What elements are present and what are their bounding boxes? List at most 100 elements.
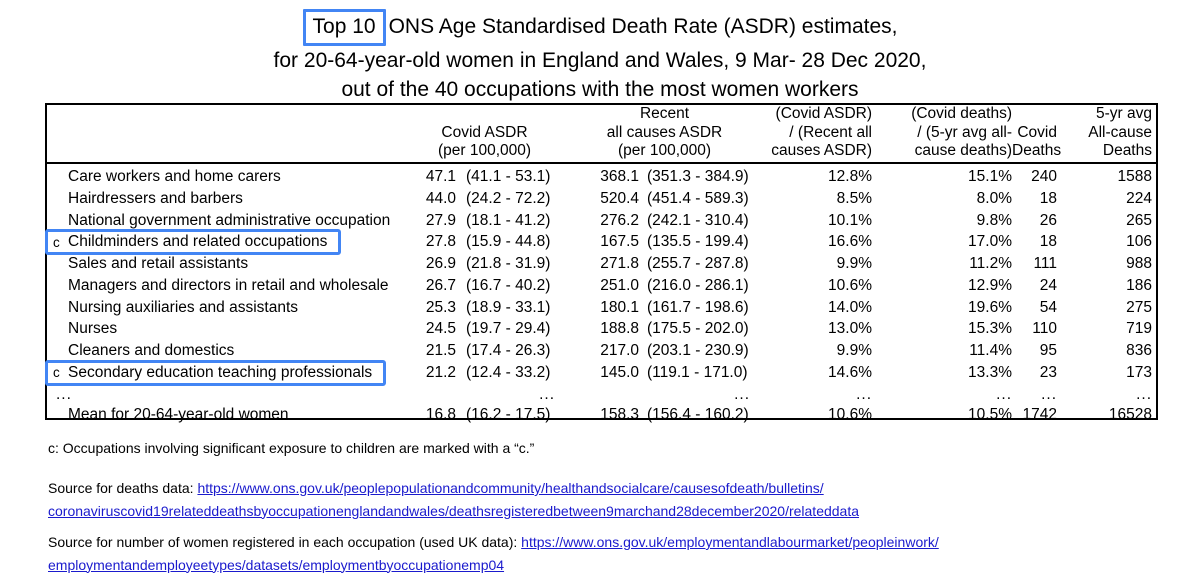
recent-asdr-ci: (451.4 - 589.3) xyxy=(647,189,749,207)
covid-recent-ratio-cell: 9.9% xyxy=(836,255,872,272)
covid-recent-ratio-cell: 9.9% xyxy=(836,342,872,359)
recent-asdr-ci: (242.1 - 310.4) xyxy=(647,211,749,229)
covid-recent-ratio-cell: 16.6% xyxy=(828,233,872,251)
url-line-1: https://www.ons.gov.uk/peoplepopulationa… xyxy=(197,480,824,496)
covid-asdr-cell: 26.7 (16.7 - 40.2) xyxy=(402,277,567,295)
occupation-cell: Sales and retail assistants xyxy=(47,251,402,277)
occupation-label: Hairdressers and barbers xyxy=(68,189,243,207)
covid-asdr-value: 47.1 xyxy=(425,168,456,185)
deaths-ratio-cell: 15.1% xyxy=(968,168,1012,185)
recent-asdr-cell: 217.0 (203.1 - 230.9) xyxy=(567,342,762,360)
deaths-source-link[interactable]: https://www.ons.gov.uk/peoplepopulationa… xyxy=(48,480,859,519)
avg-deaths-cell: 173 xyxy=(1126,363,1152,381)
header-line: Covid ASDR xyxy=(441,123,528,141)
column-header-avg-deaths: 5-yr avg All-cause Deaths xyxy=(1057,105,1152,164)
covid-asdr-ci: (21.8 - 31.9) xyxy=(466,255,551,272)
recent-asdr-value: 271.8 xyxy=(600,255,639,272)
header-line: / (Recent all xyxy=(789,123,872,141)
column-header-covid-asdr: Covid ASDR (per 100,000) xyxy=(402,105,567,164)
deaths-ratio-cell: 11.2% xyxy=(969,255,1012,272)
covid-asdr-cell: 27.8 (15.9 - 44.8) xyxy=(402,233,567,251)
covid-asdr-ci: (18.1 - 41.2) xyxy=(466,211,551,229)
recent-asdr-ci: (135.5 - 199.4) xyxy=(647,233,749,251)
occupation-label: Mean for 20-64-year-old women xyxy=(68,405,289,423)
table-row: ... ... ... ... ... ... ... xyxy=(47,382,1156,403)
employment-source-link[interactable]: https://www.ons.gov.uk/employmentandlabo… xyxy=(48,534,939,573)
recent-asdr-ci: (161.7 - 198.6) xyxy=(647,298,749,316)
employment-source-label: Source for number of women registered in… xyxy=(48,534,522,550)
covid-asdr-cell: 24.5 (19.7 - 29.4) xyxy=(402,320,567,338)
column-header-covid-recent-ratio: (Covid ASDR) / (Recent all causes ASDR) xyxy=(762,105,872,164)
recent-asdr-ci: (119.1 - 171.0) xyxy=(647,363,748,381)
covid-asdr-value: 21.2 xyxy=(425,363,456,381)
recent-asdr-cell: 520.4 (451.4 - 589.3) xyxy=(567,190,762,208)
header-line: (Covid ASDR) xyxy=(775,105,872,122)
covid-asdr-cell: 47.1 (41.1 - 53.1) xyxy=(402,168,567,186)
recent-asdr-cell: 271.8 (255.7 - 287.8) xyxy=(567,255,762,273)
covid-recent-ratio-cell: ... xyxy=(856,385,872,403)
column-header-covid-deaths: Covid Deaths xyxy=(1012,105,1061,164)
employment-source: Source for number of women registered in… xyxy=(48,531,1173,576)
covid-deaths-cell: 24 xyxy=(1039,276,1057,294)
footer: c: Occupations involving significant exp… xyxy=(48,438,1173,584)
recent-asdr-ci: (216.0 - 286.1) xyxy=(647,276,749,294)
title-line-2: for 20-64-year-old women in England and … xyxy=(273,49,927,72)
table-title: Top 10 ONS Age Standardised Death Rate (A… xyxy=(0,9,1200,104)
covid-asdr-value: 26.9 xyxy=(425,255,456,272)
covid-asdr-value: 27.8 xyxy=(425,233,456,251)
recent-asdr-cell: 180.1 (161.7 - 198.6) xyxy=(567,299,762,317)
deaths-ratio-cell: 17.0% xyxy=(968,233,1012,251)
occupation-cell: Nursing auxiliaries and assistants xyxy=(47,295,402,321)
deaths-ratio-cell: 10.5% xyxy=(968,405,1012,423)
occupation-cell: Mean for 20-64-year-old women xyxy=(47,402,402,428)
occupation-cell: Nurses xyxy=(47,316,402,342)
covid-asdr-ci: (15.9 - 44.8) xyxy=(466,233,551,251)
covid-asdr-ci: (16.2 - 17.5) xyxy=(466,405,551,423)
deaths-ratio-cell: 9.8% xyxy=(976,211,1012,229)
table-row: c Secondary education teaching professio… xyxy=(45,359,1156,386)
header-line: (per 100,000) xyxy=(617,142,712,159)
covid-asdr-ci: (41.1 - 53.1) xyxy=(466,168,551,185)
recent-asdr-value: 158.3 xyxy=(600,405,639,423)
row-highlight-box: Care workers and home carers xyxy=(45,164,295,190)
covid-asdr-cell: 25.3 (18.9 - 33.1) xyxy=(402,299,567,317)
recent-asdr-cell: 368.1 (351.3 - 384.9) xyxy=(567,168,762,186)
covid-asdr-ci: (19.7 - 29.4) xyxy=(466,320,551,338)
row-highlight-box: ... xyxy=(45,382,86,408)
occupation-label: Managers and directors in retail and who… xyxy=(68,276,389,294)
deaths-ratio-cell: 12.9% xyxy=(968,276,1012,294)
asdr-table: Covid ASDR (per 100,000) Recent all caus… xyxy=(45,103,1158,423)
column-header-occupation xyxy=(47,105,402,164)
covid-deaths-cell: 95 xyxy=(1039,342,1057,359)
covid-asdr-ci: ... xyxy=(539,385,555,403)
covid-asdr-value: 24.5 xyxy=(425,320,456,338)
row-highlight-box: Managers and directors in retail and who… xyxy=(45,273,403,299)
header-line: All-cause xyxy=(1088,123,1152,141)
recent-asdr-cell: 158.3 (156.4 - 160.2) xyxy=(567,406,762,424)
deaths-ratio-cell: ... xyxy=(996,385,1012,403)
deaths-ratio-cell: 13.3% xyxy=(968,363,1012,381)
covid-recent-ratio-cell: 8.5% xyxy=(836,189,872,207)
occupation-label: Cleaners and domestics xyxy=(68,342,235,359)
table-row: Nurses 24.5 (19.7 - 29.4) 188.8 (175.5 -… xyxy=(47,316,1156,338)
covid-recent-ratio-cell: 14.6% xyxy=(828,363,872,381)
avg-deaths-cell: 186 xyxy=(1126,276,1152,294)
recent-asdr-ci: (255.7 - 287.8) xyxy=(647,255,749,272)
table-body: Care workers and home carers 47.1 (41.1 … xyxy=(45,164,1156,428)
covid-asdr-ci: (16.7 - 40.2) xyxy=(466,276,551,294)
avg-deaths-cell: 836 xyxy=(1126,342,1152,359)
covid-asdr-ci: (17.4 - 26.3) xyxy=(466,342,551,359)
recent-asdr-value: 145.0 xyxy=(600,363,639,381)
table-row: Cleaners and domestics 21.5 (17.4 - 26.3… xyxy=(47,338,1156,360)
header-line: / (5-yr avg all- xyxy=(917,123,1012,141)
covid-asdr-ci: (24.2 - 72.2) xyxy=(466,189,551,207)
row-highlight-box: c Childminders and related occupations xyxy=(45,229,342,256)
recent-asdr-ci: (156.4 - 160.2) xyxy=(647,405,749,423)
header-line: causes ASDR) xyxy=(771,142,872,159)
table-row: Nursing auxiliaries and assistants 25.3 … xyxy=(47,295,1156,317)
child-exposure-footnote: c: Occupations involving significant exp… xyxy=(48,440,535,456)
deaths-ratio-cell: 15.3% xyxy=(968,320,1012,338)
recent-asdr-value: 217.0 xyxy=(600,342,639,359)
covid-asdr-cell: 27.9 (18.1 - 41.2) xyxy=(402,212,567,230)
